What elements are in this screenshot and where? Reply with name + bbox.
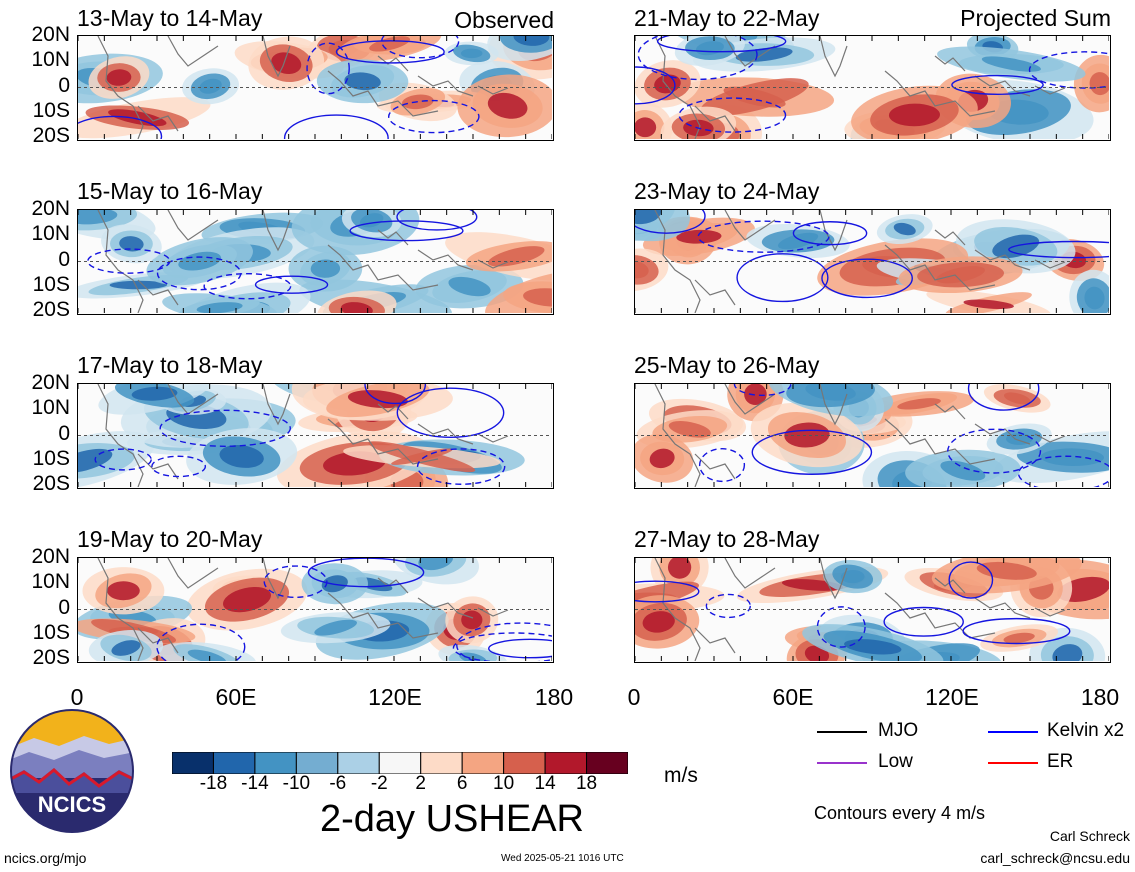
- legend-line-er: [988, 762, 1038, 764]
- panel-title-r3: 27-May to 28-May: [634, 526, 820, 552]
- panel-title-l3: 19-May to 20-May: [77, 526, 263, 552]
- lat-label-row3-3: 10S: [32, 621, 70, 644]
- legend-line-mjo: [817, 731, 867, 733]
- lat-label-row1-2: 0: [58, 248, 70, 271]
- colorbar-swatch-7: [461, 752, 505, 774]
- colorbar-tick-label: 2: [415, 773, 426, 794]
- legend-label-kelvin: Kelvin x2: [1047, 720, 1125, 741]
- map-panel-l3: [77, 557, 554, 663]
- colorbar-tick-label: -18: [199, 773, 228, 794]
- colorbar-swatch-1: [212, 752, 256, 774]
- lon-label-l-60: 60E: [215, 684, 257, 710]
- author: Carl Schreck: [1049, 828, 1130, 844]
- colorbar-tick-label: 18: [575, 773, 598, 794]
- legend-label-mjo: MJO: [878, 720, 919, 741]
- panel-tag-l0: Observed: [454, 7, 554, 33]
- map-panel-l2: [77, 383, 554, 489]
- map-panel-l0: [77, 35, 554, 141]
- site-link[interactable]: ncics.org/mjo: [4, 850, 87, 866]
- lon-label-l-0: 0: [70, 684, 84, 710]
- lat-label-row1-1: 10N: [31, 222, 70, 245]
- panel-title-r2: 25-May to 26-May: [634, 352, 820, 378]
- lat-label-row0-2: 0: [58, 74, 70, 97]
- colorbar-tick-label: -6: [329, 773, 347, 794]
- lat-label-row3-1: 10N: [31, 570, 70, 593]
- lon-label-r-0: 0: [627, 684, 641, 710]
- lat-label-row1-0: 20N: [31, 197, 70, 220]
- colorbar-swatch-9: [544, 752, 588, 774]
- map-panel-r3: [634, 557, 1111, 663]
- lat-label-row1-4: 20S: [32, 298, 70, 321]
- colorbar-swatch-2: [254, 752, 297, 774]
- colorbar-swatch-5: [378, 752, 422, 774]
- panel-title-r1: 23-May to 24-May: [634, 178, 820, 204]
- colorbar-units: m/s: [664, 764, 698, 787]
- ncics-logo: NCICS: [10, 709, 134, 833]
- chart-title: 2-day USHEAR: [320, 798, 584, 840]
- colorbar-tick-label: 10: [493, 773, 515, 794]
- panel-tag-r0: Projected Sum: [960, 5, 1111, 31]
- lat-label-row2-4: 20S: [32, 472, 70, 495]
- legend: MJO Kelvin x2 Low ER: [814, 716, 1134, 786]
- lon-label-r-120: 120E: [925, 684, 979, 710]
- colorbar-tick-label: 14: [534, 773, 556, 794]
- legend-label-low: Low: [878, 751, 913, 772]
- map-panel-r1: [634, 209, 1111, 315]
- lon-label-l-180: 180: [534, 684, 574, 710]
- lon-label-r-60: 60E: [772, 684, 814, 710]
- lat-label-row2-3: 10S: [32, 447, 70, 470]
- lat-label-row1-3: 10S: [32, 273, 70, 296]
- lat-label-row2-0: 20N: [31, 371, 70, 394]
- panel-title-r0: 21-May to 22-May: [634, 5, 820, 31]
- author-email[interactable]: carl_schreck@ncsu.edu: [980, 850, 1130, 866]
- colorbar-swatch-0: [172, 752, 214, 774]
- colorbar-tick-label: -14: [241, 773, 269, 794]
- logo-text: NCICS: [38, 792, 106, 817]
- colorbar-swatch-4: [337, 752, 380, 774]
- colorbar-swatch-3: [295, 752, 339, 774]
- colorbar-swatch-8: [503, 752, 546, 774]
- contour-note: Contours every 4 m/s: [814, 803, 986, 823]
- lat-label-row3-4: 20S: [32, 646, 70, 669]
- timestamp: Wed 2025-05-21 1016 UTC: [501, 853, 624, 864]
- colorbar-swatch-10: [586, 752, 628, 774]
- map-panel-l1: [77, 209, 554, 315]
- colorbar: [172, 752, 628, 774]
- panel-title-l0: 13-May to 14-May: [77, 5, 263, 31]
- colorbar-tick-label: -2: [370, 773, 388, 794]
- lat-label-row0-4: 20S: [32, 124, 70, 147]
- colorbar-swatch-6: [420, 752, 463, 774]
- lat-label-row0-0: 20N: [31, 23, 70, 46]
- map-panel-r0: [634, 35, 1111, 141]
- lat-label-row0-3: 10S: [32, 99, 70, 122]
- colorbar-tick-label: 6: [456, 773, 468, 794]
- colorbar-tick-label: -10: [282, 773, 311, 794]
- lat-label-row2-1: 10N: [31, 396, 70, 419]
- lat-label-row3-2: 0: [58, 596, 70, 619]
- map-panel-r2: [634, 383, 1111, 489]
- lat-label-row2-2: 0: [58, 422, 70, 445]
- panel-title-l1: 15-May to 16-May: [77, 178, 263, 204]
- legend-line-kelvin: [988, 731, 1038, 733]
- lat-label-row0-1: 10N: [31, 48, 70, 71]
- lon-label-r-180: 180: [1080, 684, 1120, 710]
- legend-label-er: ER: [1047, 751, 1074, 772]
- lat-label-row3-0: 20N: [31, 545, 70, 568]
- lon-label-l-120: 120E: [368, 684, 422, 710]
- legend-line-low: [817, 762, 867, 764]
- panel-title-l2: 17-May to 18-May: [77, 352, 263, 378]
